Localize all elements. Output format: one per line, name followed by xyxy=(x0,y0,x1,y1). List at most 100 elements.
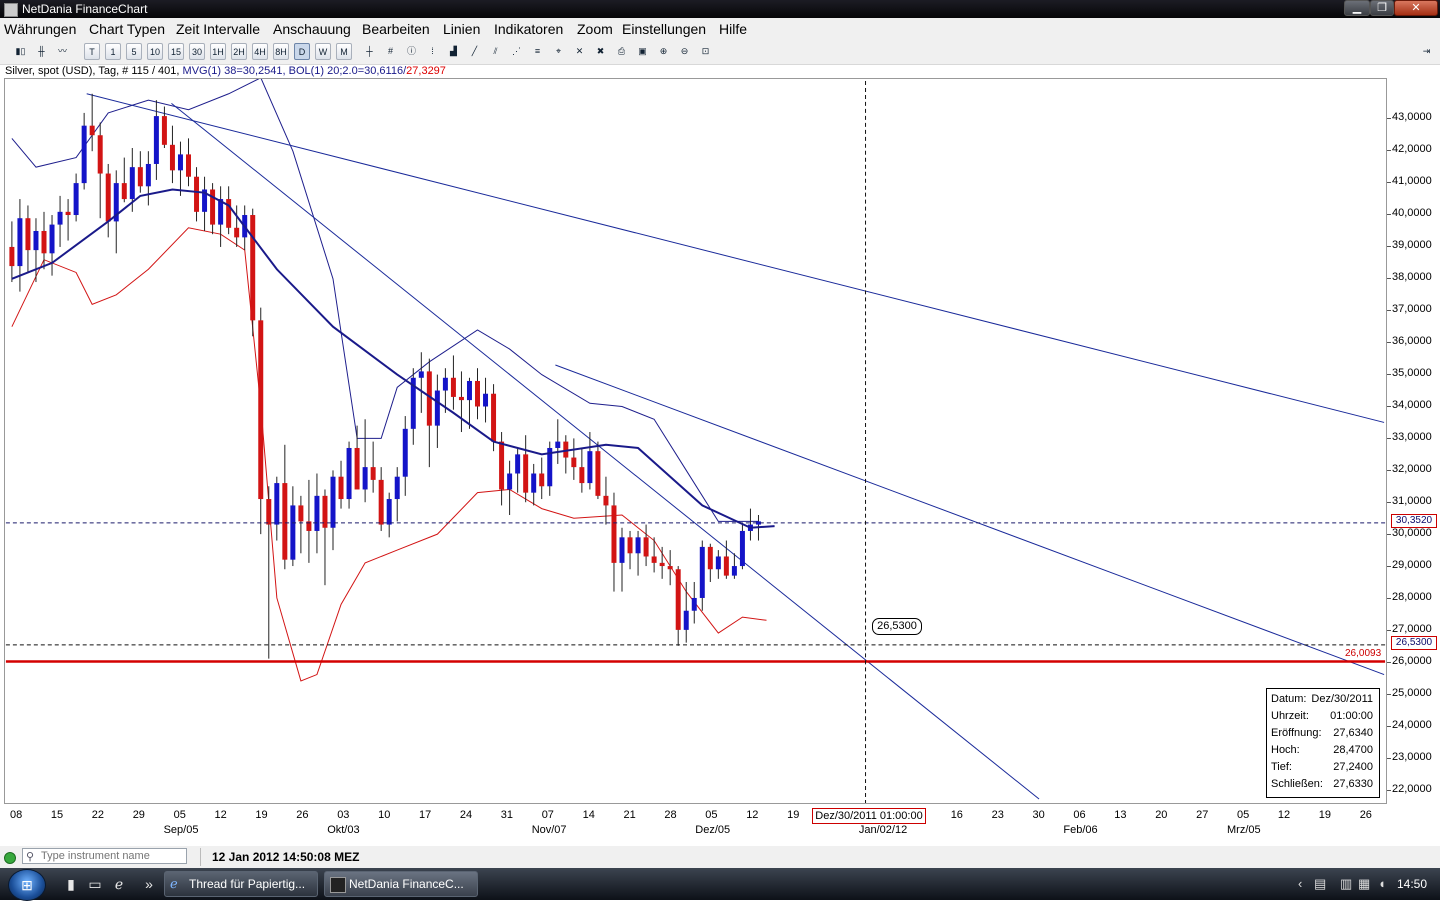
info-label: Tief: xyxy=(1271,761,1292,773)
candle-body xyxy=(121,183,127,200)
bars-icon[interactable]: ╫ xyxy=(38,46,45,56)
x-month-label: Dez/05 xyxy=(695,824,731,836)
interval-button-8h[interactable]: 8H xyxy=(273,43,289,60)
ie-icon[interactable]: ℯ xyxy=(114,876,124,892)
candle-body xyxy=(9,246,15,267)
y-tick-label: 35,0000 xyxy=(1392,367,1432,380)
print-preview-icon[interactable]: ▣ xyxy=(638,46,647,56)
interval-button-t[interactable]: T xyxy=(84,43,100,60)
price-chart[interactable] xyxy=(4,78,1387,804)
y-tick-mark xyxy=(1387,534,1391,536)
moving-average-38 xyxy=(11,188,775,529)
delete-icon[interactable]: ✕ xyxy=(575,46,584,56)
legend-instrument: Silver, spot (USD) xyxy=(5,65,93,77)
fan-icon[interactable]: ⋰ xyxy=(512,46,521,56)
menu-hilfe[interactable]: Hilfe xyxy=(719,21,748,37)
x-day-label: 03 xyxy=(337,809,350,821)
candle-body xyxy=(483,393,489,407)
zoom-in-icon[interactable]: ⊕ xyxy=(659,46,668,56)
candle-body xyxy=(177,154,183,171)
taskbar-item-thread[interactable]: ℯ Thread für Papiertig... xyxy=(164,871,318,897)
app-icon xyxy=(4,3,18,17)
zoom-out-icon[interactable]: ⊖ xyxy=(680,46,689,56)
tray-device-icon[interactable]: ▤ xyxy=(1314,876,1327,891)
connection-status-icon xyxy=(4,852,16,864)
interval-button-15[interactable]: 15 xyxy=(168,43,184,60)
candle-body xyxy=(137,167,143,187)
menu-linien[interactable]: Linien xyxy=(443,21,481,37)
candle-body xyxy=(731,566,737,576)
y-tick-mark xyxy=(1387,374,1391,376)
interval-button-1h[interactable]: 1H xyxy=(210,43,226,60)
y-tick-mark xyxy=(1387,470,1391,472)
explorer-icon[interactable]: ▮ xyxy=(67,876,75,892)
menu-anschauung[interactable]: Anschauung xyxy=(273,21,351,37)
interval-button-10[interactable]: 10 xyxy=(147,43,163,60)
candle-body xyxy=(466,380,472,401)
info-label: Schließen: xyxy=(1271,778,1323,790)
candle-body xyxy=(402,428,408,477)
maximize-button[interactable]: ❐ xyxy=(1370,0,1394,16)
menu-chart-typen[interactable]: Chart Typen xyxy=(89,21,166,37)
y-tick-mark xyxy=(1387,246,1391,248)
crosshair-icon[interactable]: ┼ xyxy=(366,46,373,56)
candle-body xyxy=(210,189,216,225)
info-row: Schließen: 27,6330 xyxy=(1271,778,1377,794)
trendline-icon[interactable]: ╱ xyxy=(471,46,478,56)
desktop-icon[interactable]: ▭ xyxy=(88,876,102,892)
windows-start-icon[interactable]: ⊞ xyxy=(8,869,46,901)
grid-icon[interactable]: # xyxy=(387,46,393,56)
candle-body xyxy=(442,377,448,391)
interval-button-1[interactable]: 1 xyxy=(105,43,121,60)
candle-body xyxy=(595,451,601,496)
interval-button-5[interactable]: 5 xyxy=(126,43,142,60)
y-tick-mark xyxy=(1387,310,1391,312)
interval-button-w[interactable]: W xyxy=(315,43,331,60)
minimize-button[interactable]: ▁ xyxy=(1344,0,1370,16)
menu-waehrungen[interactable]: Währungen xyxy=(4,21,77,37)
last-price-marker: 30,3520 xyxy=(1391,514,1437,528)
candle-body xyxy=(643,537,649,557)
quicklaunch-more[interactable]: » xyxy=(145,876,153,892)
menu-indikatoren[interactable]: Indikatoren xyxy=(494,21,564,37)
x-month-label: Nov/07 xyxy=(531,824,567,836)
info-value: 27,6340 xyxy=(1333,727,1373,739)
candle-body xyxy=(41,230,47,254)
channel-icon[interactable]: ⫽ xyxy=(493,46,498,56)
candle-body xyxy=(250,215,256,321)
candles-icon[interactable]: ▮▯ xyxy=(15,46,26,56)
y-tick-mark xyxy=(1387,598,1391,600)
line-icon[interactable]: 〰 xyxy=(57,46,67,56)
indicator-icon[interactable]: ⁞ xyxy=(431,46,434,56)
candle-body xyxy=(234,227,240,238)
menu-bearbeiten[interactable]: Bearbeiten xyxy=(362,21,430,37)
panel-toggle-icon[interactable]: ⇥ xyxy=(1422,46,1431,56)
close-button[interactable]: ✕ xyxy=(1394,0,1438,16)
volume-icon[interactable]: ▟ xyxy=(450,46,457,56)
menu-zeit-intervalle[interactable]: Zeit Intervalle xyxy=(176,21,261,37)
interval-button-m[interactable]: M xyxy=(336,43,352,60)
print-icon[interactable]: ⎙ xyxy=(617,46,626,56)
zoom-reset-icon[interactable]: ⊡ xyxy=(701,46,710,56)
marker-icon[interactable]: ⌖ xyxy=(555,46,562,56)
taskbar-item-netdania[interactable]: NetDania FinanceC... xyxy=(324,871,478,897)
tray-app-icon[interactable]: ▥ xyxy=(1340,876,1353,891)
volume-icon[interactable]: ◖ xyxy=(1378,876,1386,891)
menu-zoom[interactable]: Zoom xyxy=(577,21,613,37)
delete-all-icon[interactable]: ✖ xyxy=(596,46,605,56)
y-tick-label: 31,0000 xyxy=(1392,495,1432,508)
instrument-search-input[interactable] xyxy=(22,848,187,864)
interval-button-30[interactable]: 30 xyxy=(189,43,205,60)
fibonacci-icon[interactable]: ≡ xyxy=(534,46,541,56)
menu-bar: Währungen Chart Typen Zeit Intervalle An… xyxy=(0,18,1440,40)
interval-button-4h[interactable]: 4H xyxy=(252,43,268,60)
tray-expand-icon[interactable]: ‹ xyxy=(1298,876,1303,891)
info-icon[interactable]: ⓘ xyxy=(406,46,416,56)
menu-einstellungen[interactable]: Einstellungen xyxy=(622,21,707,37)
y-tick-mark xyxy=(1387,726,1391,728)
candle-body xyxy=(683,610,689,630)
interval-button-d[interactable]: D xyxy=(294,43,310,60)
network-icon[interactable]: ▦ xyxy=(1358,876,1371,891)
interval-button-2h[interactable]: 2H xyxy=(231,43,247,60)
y-tick-label: 30,0000 xyxy=(1392,527,1432,540)
